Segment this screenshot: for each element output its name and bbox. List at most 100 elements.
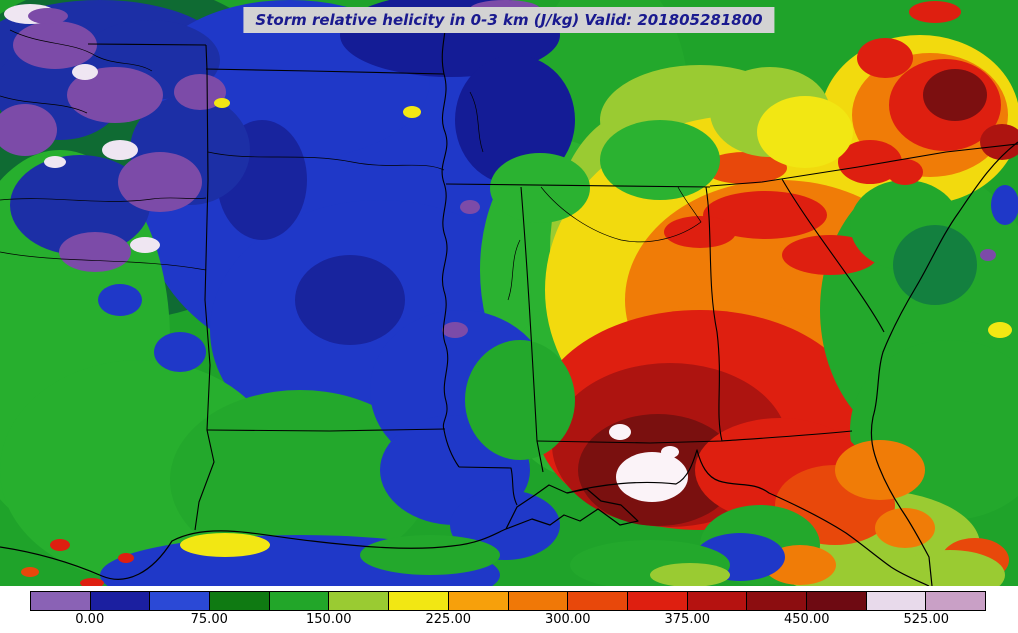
helicity-field-blob bbox=[757, 96, 853, 168]
state-border bbox=[857, 143, 1018, 168]
helicity-field-blob bbox=[875, 508, 935, 548]
helicity-field-blob bbox=[465, 340, 575, 460]
helicity-field-blob bbox=[403, 106, 421, 118]
colorbar-segment bbox=[687, 592, 748, 610]
helicity-field-blob bbox=[455, 55, 575, 185]
colorbar-segment bbox=[31, 592, 91, 610]
colorbar bbox=[30, 591, 986, 611]
helicity-field-blob bbox=[980, 124, 1018, 160]
colorbar-tick-label: 525.00 bbox=[903, 612, 950, 627]
helicity-field-blob bbox=[991, 185, 1018, 225]
colorbar-tick-label: 75.00 bbox=[190, 612, 228, 627]
helicity-field-blob bbox=[67, 67, 163, 123]
helicity-field-blob bbox=[80, 578, 104, 586]
colorbar-tick-label: 0.00 bbox=[75, 612, 105, 627]
helicity-field-blob bbox=[28, 8, 68, 24]
state-border bbox=[520, 186, 544, 473]
colorbar-segment bbox=[627, 592, 688, 610]
helicity-field-blob bbox=[214, 98, 230, 108]
helicity-field-blob bbox=[909, 1, 961, 23]
helicity-field-blob bbox=[72, 64, 98, 80]
helicity-field-blob bbox=[102, 140, 138, 160]
helicity-field-blob bbox=[893, 225, 977, 305]
colorbar-tick-label: 300.00 bbox=[545, 612, 591, 627]
helicity-field-blob bbox=[661, 446, 679, 458]
map-svg bbox=[0, 0, 1018, 586]
river-line bbox=[0, 197, 207, 202]
colorbar-segment bbox=[150, 592, 211, 610]
colorbar-segment bbox=[269, 592, 330, 610]
colorbar-segment bbox=[90, 592, 151, 610]
state-border bbox=[205, 68, 445, 75]
helicity-field-blob bbox=[650, 563, 730, 586]
state-border bbox=[206, 428, 446, 432]
helicity-field-blob bbox=[59, 232, 131, 272]
helicity-field-blob bbox=[130, 237, 160, 253]
helicity-field-blob bbox=[460, 200, 480, 214]
helicity-field-blob bbox=[174, 74, 226, 110]
coastline bbox=[566, 449, 930, 586]
helicity-map bbox=[0, 0, 1018, 586]
river-line bbox=[540, 186, 702, 243]
state-border bbox=[781, 178, 885, 333]
colorbar-tick-label: 225.00 bbox=[425, 612, 472, 627]
helicity-field-blob bbox=[10, 155, 150, 255]
helicity-field-blob bbox=[664, 216, 736, 248]
river-line bbox=[207, 151, 445, 171]
colorbar-segment bbox=[806, 592, 867, 610]
helicity-field-blob bbox=[980, 249, 996, 261]
colorbar-tick-label: 450.00 bbox=[784, 612, 830, 627]
coastline bbox=[870, 141, 1018, 586]
helicity-field-blob bbox=[98, 284, 142, 316]
helicity-field-blob bbox=[490, 153, 590, 223]
colorbar-segment bbox=[747, 592, 807, 610]
state-border bbox=[705, 186, 723, 442]
helicity-field-blob bbox=[609, 424, 631, 440]
helicity-field-blob bbox=[360, 535, 500, 575]
colorbar-segment bbox=[926, 592, 985, 610]
helicity-field-blob bbox=[118, 553, 134, 563]
river-line bbox=[0, 95, 88, 114]
helicity-field-blob bbox=[180, 533, 270, 557]
helicity-field-blob bbox=[895, 550, 1005, 586]
colorbar-segment bbox=[210, 592, 270, 610]
helicity-field-blob bbox=[600, 120, 720, 200]
helicity-field-blob bbox=[838, 140, 902, 184]
state-border bbox=[458, 466, 518, 506]
helicity-field-blob bbox=[50, 539, 70, 551]
helicity-field-blob bbox=[442, 322, 468, 338]
helicity-field-blob bbox=[118, 152, 202, 212]
state-border bbox=[536, 430, 853, 444]
colorbar-segment bbox=[866, 592, 927, 610]
helicity-field-blob bbox=[44, 156, 66, 168]
helicity-field-blob bbox=[295, 255, 405, 345]
state-border bbox=[441, 7, 460, 468]
colorbar-segment bbox=[448, 592, 509, 610]
helicity-field-blob bbox=[0, 104, 57, 156]
map-title: Storm relative helicity in 0-3 km (J/kg)… bbox=[243, 7, 775, 33]
river-line bbox=[9, 29, 153, 72]
helicity-field-blob bbox=[154, 332, 206, 372]
helicity-field-blob bbox=[703, 152, 787, 184]
river-line bbox=[469, 91, 484, 153]
helicity-field-blob bbox=[988, 322, 1012, 338]
river-line bbox=[0, 251, 207, 271]
helicity-field-blob bbox=[170, 390, 430, 570]
helicity-field-blob bbox=[857, 38, 913, 78]
helicity-field-blob bbox=[616, 452, 688, 502]
state-border bbox=[87, 43, 207, 46]
state-border bbox=[194, 44, 215, 531]
colorbar-segment bbox=[568, 592, 628, 610]
helicity-field-blob bbox=[923, 69, 987, 121]
helicity-field-blob bbox=[887, 159, 923, 185]
helicity-field-blob bbox=[13, 21, 97, 69]
state-border bbox=[445, 183, 711, 188]
colorbar-tick-label: 375.00 bbox=[664, 612, 711, 627]
colorbar-segment bbox=[389, 592, 449, 610]
colorbar-ticks: 0.00 75.00 150.00 225.00 300.00 375.00 450.00 5… bbox=[0, 612, 1018, 632]
helicity-field-blob bbox=[782, 235, 878, 275]
coastline bbox=[0, 484, 639, 580]
colorbar-tick-label: 150.00 bbox=[306, 612, 352, 627]
state-border bbox=[709, 166, 859, 187]
colorbar-segment bbox=[508, 592, 569, 610]
